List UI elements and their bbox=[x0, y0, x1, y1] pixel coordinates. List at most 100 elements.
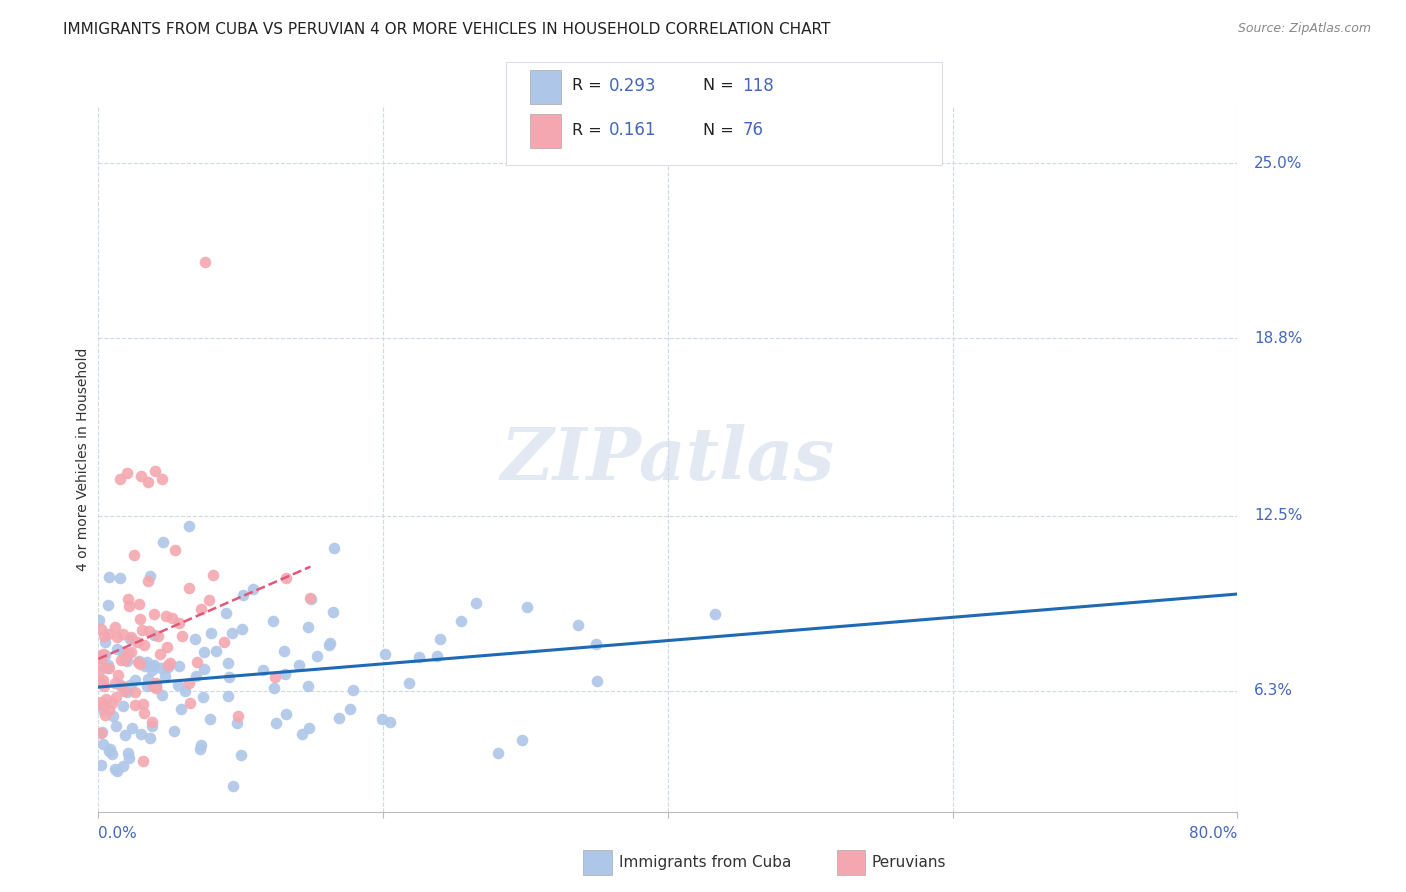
Text: Source: ZipAtlas.com: Source: ZipAtlas.com bbox=[1237, 22, 1371, 36]
Point bbox=[110, 653, 132, 667]
Point bbox=[288, 658, 311, 673]
Point bbox=[215, 607, 238, 621]
Y-axis label: 4 or more Vehicles in Household: 4 or more Vehicles in Household bbox=[76, 348, 90, 571]
Point bbox=[177, 676, 200, 690]
Point bbox=[226, 709, 249, 723]
Point bbox=[128, 597, 150, 611]
Point bbox=[142, 607, 165, 622]
Point bbox=[112, 645, 135, 659]
Point bbox=[145, 681, 167, 695]
Point bbox=[139, 731, 162, 745]
Point bbox=[136, 672, 159, 686]
Point bbox=[221, 626, 243, 640]
Point bbox=[262, 614, 284, 628]
Point bbox=[318, 639, 340, 653]
Point bbox=[111, 698, 134, 713]
Point bbox=[429, 632, 451, 647]
Point bbox=[299, 591, 322, 605]
Point bbox=[132, 656, 155, 670]
Point bbox=[118, 599, 141, 613]
Text: 25.0%: 25.0% bbox=[1254, 156, 1303, 171]
Point bbox=[193, 662, 215, 676]
Point bbox=[93, 647, 115, 661]
Point bbox=[186, 655, 208, 669]
Point bbox=[167, 659, 190, 673]
Point bbox=[97, 599, 120, 613]
Point bbox=[121, 721, 143, 735]
Point bbox=[101, 709, 124, 723]
Point bbox=[100, 747, 122, 761]
Point bbox=[193, 645, 215, 659]
Point bbox=[172, 629, 194, 643]
Point bbox=[90, 698, 112, 712]
Point bbox=[156, 657, 179, 672]
Point bbox=[90, 695, 112, 709]
Point bbox=[115, 685, 138, 699]
Point bbox=[398, 675, 420, 690]
Point bbox=[143, 658, 166, 673]
Point bbox=[124, 685, 146, 699]
Point bbox=[190, 601, 212, 615]
Point bbox=[132, 697, 155, 711]
Point bbox=[105, 690, 128, 705]
Point bbox=[231, 747, 253, 762]
Point bbox=[91, 703, 114, 717]
Text: Immigrants from Cuba: Immigrants from Cuba bbox=[619, 855, 792, 870]
Point bbox=[297, 620, 319, 634]
Point bbox=[117, 648, 139, 662]
Point bbox=[89, 674, 111, 689]
Point bbox=[105, 641, 128, 656]
Text: R =: R = bbox=[572, 122, 607, 137]
Point bbox=[159, 657, 181, 671]
Text: ZIPatlas: ZIPatlas bbox=[501, 424, 835, 495]
Point bbox=[222, 779, 245, 793]
Point bbox=[252, 663, 274, 677]
Point bbox=[124, 673, 146, 687]
Point bbox=[218, 670, 240, 684]
Point bbox=[152, 535, 174, 549]
Point bbox=[136, 574, 159, 588]
Point bbox=[114, 653, 136, 667]
Point bbox=[127, 656, 149, 670]
Point bbox=[274, 707, 297, 722]
Point bbox=[141, 663, 163, 677]
Point bbox=[486, 747, 509, 761]
Point bbox=[108, 572, 131, 586]
Point bbox=[117, 653, 139, 667]
Point bbox=[328, 711, 350, 725]
Point bbox=[93, 629, 115, 643]
Point bbox=[231, 622, 253, 636]
Text: 0.0%: 0.0% bbox=[98, 826, 138, 841]
Point bbox=[370, 712, 392, 726]
Point bbox=[139, 568, 162, 582]
Point bbox=[94, 707, 117, 722]
Point bbox=[96, 661, 118, 675]
Point bbox=[89, 726, 111, 740]
Point bbox=[91, 725, 114, 739]
Point bbox=[117, 646, 139, 660]
Point bbox=[194, 255, 217, 269]
Point bbox=[142, 679, 165, 693]
Point bbox=[104, 763, 127, 777]
Text: N =: N = bbox=[703, 122, 740, 137]
Point bbox=[148, 628, 170, 642]
Point bbox=[104, 719, 127, 733]
Point bbox=[112, 683, 135, 698]
Point bbox=[89, 613, 111, 627]
Point bbox=[197, 592, 219, 607]
Point bbox=[93, 679, 115, 693]
Point bbox=[89, 649, 111, 664]
Point bbox=[132, 754, 155, 768]
Point bbox=[450, 614, 472, 628]
Point bbox=[190, 738, 212, 752]
Point bbox=[380, 714, 402, 729]
Point bbox=[408, 649, 430, 664]
Point bbox=[122, 549, 145, 563]
Point bbox=[129, 727, 152, 741]
Point bbox=[145, 676, 167, 690]
Point bbox=[145, 679, 167, 693]
Point bbox=[263, 681, 285, 696]
Point bbox=[111, 679, 134, 693]
Point bbox=[112, 627, 135, 641]
Point bbox=[132, 638, 155, 652]
